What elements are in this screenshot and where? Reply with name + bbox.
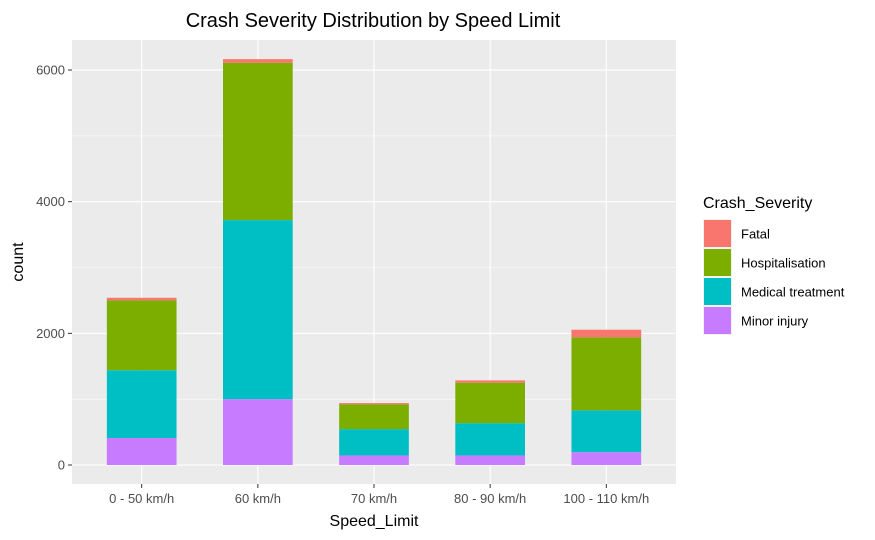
legend-label: Fatal [741,227,770,242]
bar-segment [223,399,293,465]
bar-segment [339,455,409,465]
y-axis: 0 2000 4000 6000 [36,63,72,473]
y-tick-label: 0 [58,458,65,473]
bar-segment [339,404,409,430]
y-tick-label: 6000 [36,63,65,78]
y-axis-title: count [10,242,27,282]
legend-swatch [704,307,731,334]
x-axis-title: Speed_Limit [330,513,420,530]
legend-label: Hospitalisation [741,256,826,271]
x-tick-label: 70 km/h [351,491,397,506]
legend-swatch [704,249,731,276]
bar-segment [106,297,177,301]
x-tick-label: 80 - 90 km/h [454,491,526,506]
bars [106,59,642,465]
bar-segment [455,455,525,465]
x-tick-label: 100 - 110 km/h [563,491,649,506]
legend-swatch [704,278,731,305]
bar-segment [571,452,642,465]
x-axis: 0 - 50 km/h 60 km/h 70 km/h 80 - 90 km/h 100… [109,484,649,506]
bar-segment [455,423,525,456]
bar-segment [223,220,293,400]
y-tick-label: 2000 [36,326,65,341]
bar-segment [106,438,177,465]
y-tick-label: 4000 [36,194,65,209]
legend-label: Medical treatment [741,285,845,300]
bar-segment [339,403,409,405]
legend-label: Minor injury [741,314,809,329]
bar-segment [571,329,642,338]
legend-title: Crash_Severity [703,195,812,212]
bar-segment [571,410,642,453]
bar-segment [223,62,293,221]
legend-swatch [704,220,731,247]
bar-segment [223,59,293,63]
bar-segment [455,382,525,424]
bar-segment [455,380,525,383]
legend: Crash_Severity Fatal Hospitalisation Medic… [703,195,845,335]
bar-segment [339,429,409,456]
chart-title: Crash Severity Distribution by Speed Lim… [186,10,561,32]
x-tick-label: 60 km/h [235,491,281,506]
bar-segment [106,300,177,371]
x-tick-label: 0 - 50 km/h [109,491,174,506]
bar-segment [571,337,642,411]
bar-segment [106,370,177,439]
